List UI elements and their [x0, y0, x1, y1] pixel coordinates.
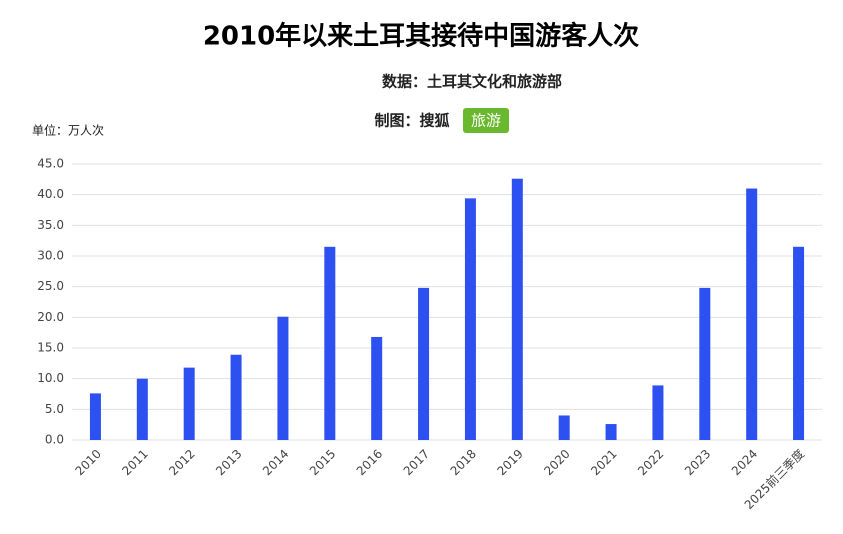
x-tick-label: 2018: [448, 447, 479, 478]
x-tick-label: 2022: [635, 447, 666, 478]
x-tick-label: 2021: [588, 447, 619, 478]
source: 数据：土耳其文化和旅游部: [382, 73, 562, 91]
badge: [463, 108, 509, 133]
x-tick-label: 2010: [73, 447, 104, 478]
bar: [371, 336, 383, 440]
bar: [464, 198, 476, 440]
x-tick-label: 2013: [213, 447, 244, 478]
unit-label: 单位：万人次: [32, 123, 104, 138]
bar: [277, 316, 289, 440]
bar: [746, 188, 758, 440]
bar: [183, 367, 195, 440]
x-tick-label: 2011: [119, 447, 150, 478]
y-tick-label: 5.0: [45, 402, 64, 416]
y-tick-label: 40.0: [37, 187, 64, 201]
x-tick-label: 2017: [401, 447, 432, 478]
x-tick-label: 2015: [307, 447, 338, 478]
x-tick-label: 2012: [166, 447, 197, 478]
bar: [89, 393, 101, 440]
x-tick-label: 2014: [260, 447, 291, 478]
bar: [136, 378, 148, 440]
y-tick-label: 30.0: [37, 249, 64, 263]
x-tick-label: 2024: [729, 447, 760, 478]
y-tick-label: 45.0: [37, 157, 64, 171]
y-tick-label: 0.0: [45, 433, 64, 447]
bar: [418, 287, 430, 440]
x-tick-label: 2023: [682, 447, 713, 478]
y-tick-label: 20.0: [37, 310, 64, 324]
x-tick-label: 2020: [541, 447, 572, 478]
credit-badge: 旅游: [471, 112, 501, 130]
bar: [511, 178, 523, 440]
chart-title: 2010年以来土耳其接待中国游客人次: [203, 21, 639, 52]
x-tick-label: 2019: [494, 447, 525, 478]
y-tick-label: 10.0: [37, 371, 64, 385]
y-tick-label: 25.0: [37, 279, 64, 293]
bar: [652, 385, 664, 440]
bar: [324, 246, 336, 440]
bar: [605, 424, 617, 440]
bar: [793, 246, 805, 440]
bar: [230, 354, 242, 440]
bar: [558, 415, 570, 440]
credit: 制图：搜狐: [374, 112, 449, 130]
bar: [699, 287, 711, 440]
y-tick-label: 35.0: [37, 218, 64, 232]
x-tick-label: 2016: [354, 447, 385, 478]
y-tick-label: 15.0: [37, 341, 64, 355]
